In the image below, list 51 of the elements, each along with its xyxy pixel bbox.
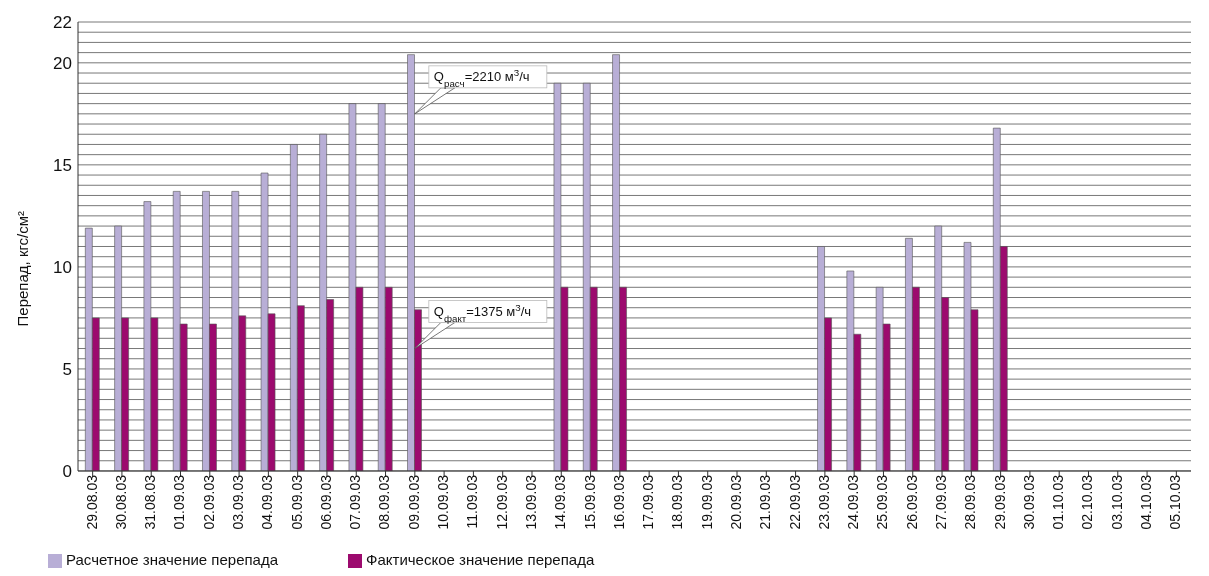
x-tick-label: 21.09.03 — [757, 474, 774, 530]
x-tick-label: 31.08.03 — [142, 474, 159, 530]
x-tick-label: 10.09.03 — [435, 474, 452, 530]
annotation: Q$_{факт}$=1375 м$^{3}$/ч — [433, 301, 532, 324]
y-tick-label: 20 — [53, 53, 72, 73]
x-tick-label: 01.09.03 — [171, 474, 188, 530]
x-tick-label: 27.09.03 — [932, 474, 949, 530]
x-tick-label: 20.09.03 — [727, 474, 744, 530]
x-tick-label: 26.09.03 — [903, 474, 920, 530]
x-tick-label: 09.09.03 — [405, 474, 422, 530]
x-tick-label: 29.09.03 — [991, 474, 1008, 530]
x-tick-label: 05.09.03 — [288, 474, 305, 530]
x-tick-label: 17.09.03 — [640, 474, 657, 530]
y-axis-title: Перепад, кгс/см² — [14, 210, 32, 327]
x-tick-label: 02.10.03 — [1079, 474, 1096, 530]
x-tick-label: 30.09.03 — [1020, 474, 1037, 530]
x-tick-label: 01.10.03 — [1050, 474, 1067, 530]
x-tick-label: 22.09.03 — [786, 474, 803, 530]
legend-label: Фактическое значение перепада — [366, 550, 595, 568]
x-tick-label: 16.09.03 — [610, 474, 627, 530]
callout-box: Q$_{факт}$=1375 м$^{3}$/ч — [414, 300, 548, 349]
x-tick-label: 03.09.03 — [230, 474, 247, 530]
x-tick-label: 30.08.03 — [112, 474, 129, 530]
x-tick-label: 06.09.03 — [317, 474, 334, 530]
x-tick-label: 15.09.03 — [581, 474, 598, 530]
x-tick-label: 04.10.03 — [1138, 474, 1155, 530]
callout-box: Q$_{расч}$=2210 м$^{3}$/ч — [414, 65, 548, 115]
x-tick-label: 14.09.03 — [552, 474, 569, 530]
annotation: Q$_{расч}$=2210 м$^{3}$/ч — [433, 66, 530, 89]
y-tick-label: 15 — [53, 155, 72, 175]
x-tick-label: 29.08.03 — [83, 474, 100, 530]
x-tick-label: 25.09.03 — [874, 474, 891, 530]
y-tick-label: 10 — [53, 257, 72, 277]
x-tick-label: 08.09.03 — [376, 474, 393, 530]
x-tick-label: 04.09.03 — [259, 474, 276, 530]
x-tick-label: 13.09.03 — [522, 474, 539, 530]
y-tick-label: 5 — [62, 359, 72, 379]
x-tick-label: 11.09.03 — [464, 474, 481, 529]
x-tick-label: 12.09.03 — [493, 474, 510, 530]
x-tick-label: 24.09.03 — [845, 474, 862, 530]
x-tick-label: 05.10.03 — [1167, 474, 1184, 530]
legend-label: Расчетное значение перепада — [66, 550, 279, 568]
x-tick-label: 07.09.03 — [347, 474, 364, 530]
x-tick-label: 02.09.03 — [200, 474, 217, 530]
y-tick-label: 22 — [53, 13, 72, 33]
x-tick-label: 23.09.03 — [815, 474, 832, 530]
x-tick-label: 03.10.03 — [1108, 474, 1125, 530]
x-tick-label: 18.09.03 — [669, 474, 686, 530]
x-tick-label: 28.09.03 — [962, 474, 979, 530]
y-tick-label: 0 — [62, 462, 72, 481]
x-tick-label: 19.09.03 — [698, 474, 715, 530]
